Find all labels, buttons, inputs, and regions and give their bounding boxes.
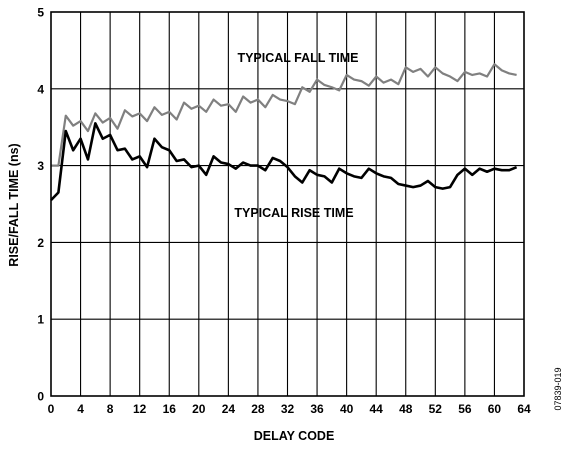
plot-frame bbox=[50, 11, 525, 397]
figure-code: 07839-019 bbox=[553, 367, 563, 410]
y-tick-label: 3 bbox=[37, 159, 44, 173]
y-tick-label: 2 bbox=[37, 236, 44, 250]
y-tick-label: 4 bbox=[37, 82, 44, 96]
x-tick-label: 44 bbox=[370, 402, 384, 416]
x-tick-label: 40 bbox=[340, 402, 354, 416]
x-tick-label: 56 bbox=[458, 402, 472, 416]
grid bbox=[51, 12, 524, 396]
rise-time-annotation: TYPICAL RISE TIME bbox=[234, 206, 353, 220]
x-tick-label: 4 bbox=[77, 402, 84, 416]
x-tick-label: 24 bbox=[222, 402, 236, 416]
x-tick-label: 28 bbox=[251, 402, 265, 416]
x-tick-label: 16 bbox=[163, 402, 177, 416]
x-tick-label: 32 bbox=[281, 402, 295, 416]
x-tick-label: 36 bbox=[310, 402, 324, 416]
y-tick-label: 0 bbox=[37, 390, 44, 404]
x-axis-title: DELAY CODE bbox=[254, 429, 335, 443]
fall-time-annotation: TYPICAL FALL TIME bbox=[237, 51, 358, 65]
x-tick-label: 64 bbox=[517, 402, 531, 416]
x-tick-label: 60 bbox=[488, 402, 502, 416]
x-tick-label: 12 bbox=[133, 402, 147, 416]
y-tick-label: 1 bbox=[37, 313, 44, 327]
x-tick-label: 52 bbox=[429, 402, 443, 416]
x-tick-label: 20 bbox=[192, 402, 206, 416]
x-tick-label: 8 bbox=[107, 402, 114, 416]
fall-time-line bbox=[51, 63, 517, 167]
rise-time-line bbox=[50, 122, 518, 202]
y-tick-label: 5 bbox=[37, 6, 44, 20]
x-tick-label: 0 bbox=[48, 402, 55, 416]
series-group bbox=[50, 63, 518, 202]
x-tick-label: 48 bbox=[399, 402, 413, 416]
y-axis-title: RISE/FALL TIME (ns) bbox=[7, 143, 21, 266]
